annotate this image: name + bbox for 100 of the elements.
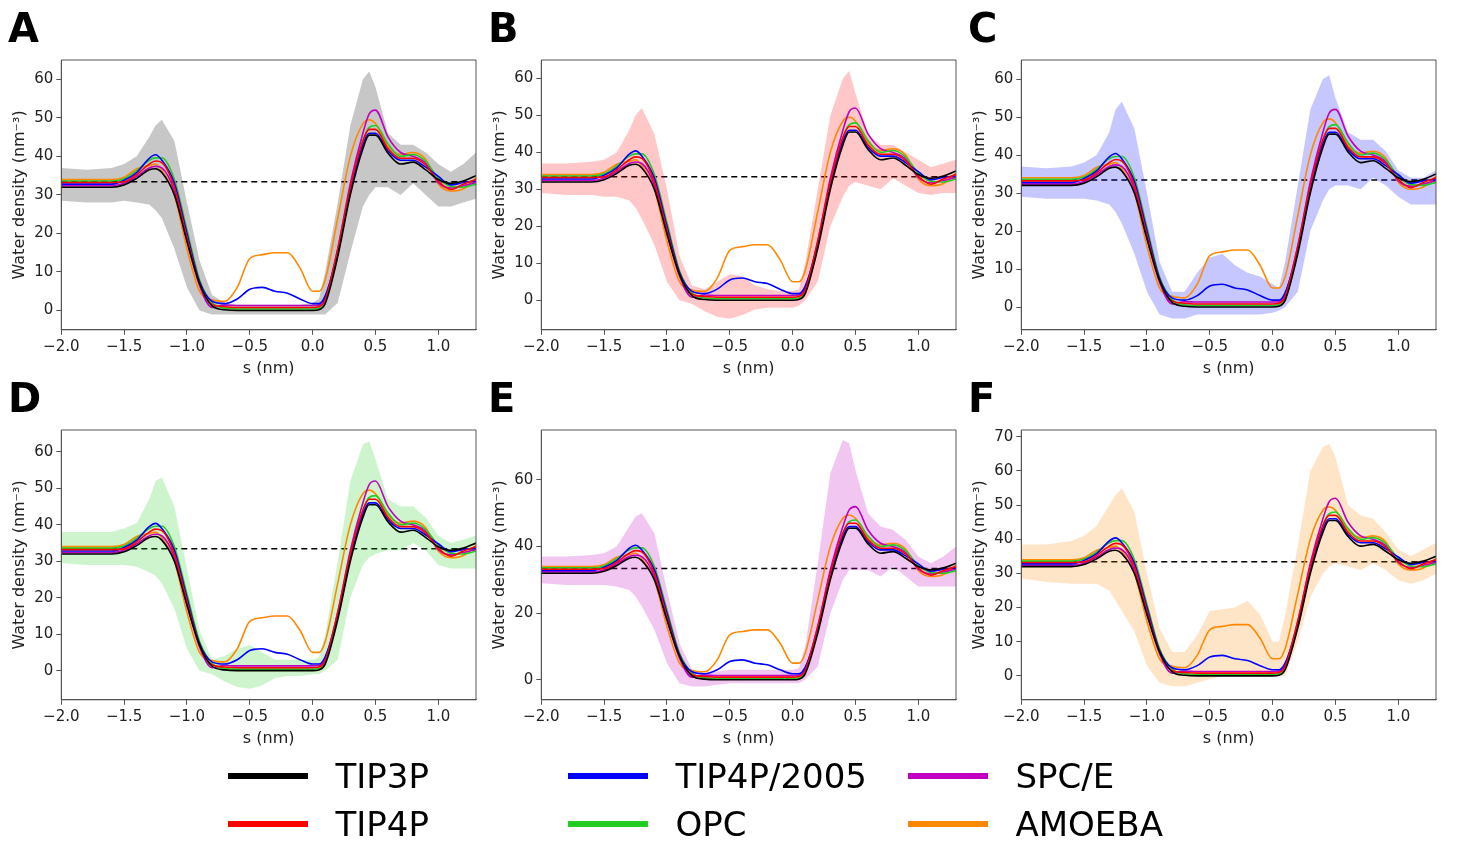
x-tick-label: 0.5 <box>363 336 388 355</box>
y-tick-label: 20 <box>514 216 534 235</box>
chart-title: E <box>488 375 516 422</box>
y-axis-title: Water density (nm⁻³) <box>968 480 988 650</box>
y-tick-label: 60 <box>514 68 534 87</box>
y-tick-label: 10 <box>34 624 54 643</box>
x-tick-label: −0.5 <box>711 706 749 725</box>
y-axis-title: Water density (nm⁻³) <box>488 480 508 650</box>
x-axis-title: s (nm) <box>722 727 775 747</box>
y-tick-label: 30 <box>34 551 54 570</box>
chart-title: A <box>8 5 39 52</box>
y-tick-label: 30 <box>994 182 1014 201</box>
legend-label: SPC/E <box>1015 756 1115 796</box>
y-tick-label: 30 <box>994 563 1014 582</box>
y-axis-title: Water density (nm⁻³) <box>8 480 28 650</box>
y-tick-label: 20 <box>994 597 1014 616</box>
x-tick-label: 0.0 <box>780 706 805 725</box>
y-tick-label: 0 <box>1003 296 1014 315</box>
x-tick-label: −1.5 <box>1065 706 1103 725</box>
x-tick-label: 0.5 <box>363 706 388 725</box>
x-tick-label: −2.0 <box>1003 336 1040 355</box>
x-tick-label: −2.0 <box>43 706 80 725</box>
x-axis-title: s (nm) <box>1202 357 1255 377</box>
x-tick-label: −1.5 <box>105 706 143 725</box>
x-tick-label: −1.0 <box>1128 336 1166 355</box>
y-tick-label: 10 <box>34 261 54 280</box>
y-axis-title: Water density (nm⁻³) <box>8 110 28 280</box>
y-tick-label: 20 <box>994 220 1014 239</box>
y-tick-label: 60 <box>514 469 534 488</box>
x-tick-label: −2.0 <box>523 706 560 725</box>
x-tick-label: 0.0 <box>300 336 325 355</box>
y-tick-label: 40 <box>514 536 534 555</box>
x-tick-label: 0.0 <box>780 336 805 355</box>
y-tick-label: 40 <box>994 529 1014 548</box>
x-tick-label: 1.0 <box>906 336 931 355</box>
x-tick-label: −1.5 <box>105 336 143 355</box>
x-tick-label: 0.0 <box>300 706 325 725</box>
x-tick-label: −0.5 <box>1191 336 1229 355</box>
y-tick-label: 40 <box>994 144 1014 163</box>
y-tick-label: 60 <box>994 460 1014 479</box>
y-tick-label: 50 <box>34 107 54 126</box>
x-tick-label: −1.0 <box>168 336 206 355</box>
x-tick-label: 1.0 <box>1386 336 1411 355</box>
y-tick-label: 40 <box>514 142 534 161</box>
y-tick-label: 0 <box>1003 665 1014 684</box>
x-tick-label: 0.5 <box>1323 706 1348 725</box>
y-tick-label: 20 <box>514 603 534 622</box>
y-tick-label: 60 <box>34 441 54 460</box>
x-tick-label: −0.5 <box>711 336 749 355</box>
y-tick-label: 50 <box>994 495 1014 514</box>
legend-label: TIP3P <box>335 756 429 796</box>
x-tick-label: −1.0 <box>648 336 686 355</box>
y-tick-label: 10 <box>514 253 534 272</box>
y-tick-label: 20 <box>34 223 54 242</box>
x-tick-label: −1.5 <box>585 706 623 725</box>
y-axis-title: Water density (nm⁻³) <box>488 110 508 280</box>
chart-title: F <box>968 375 996 422</box>
x-axis-title: s (nm) <box>242 357 295 377</box>
chart-title: B <box>488 5 519 52</box>
y-tick-label: 30 <box>514 179 534 198</box>
y-tick-label: 0 <box>43 660 54 679</box>
y-tick-label: 50 <box>514 105 534 124</box>
x-tick-label: 1.0 <box>426 706 451 725</box>
x-tick-label: −2.0 <box>1003 706 1040 725</box>
x-tick-label: −0.5 <box>231 336 269 355</box>
y-tick-label: 40 <box>34 146 54 165</box>
y-tick-label: 50 <box>994 106 1014 125</box>
y-tick-label: 40 <box>34 514 54 533</box>
chart-title: D <box>8 375 42 422</box>
x-axis-title: s (nm) <box>1202 727 1255 747</box>
x-tick-label: −0.5 <box>231 706 269 725</box>
x-tick-label: 1.0 <box>426 336 451 355</box>
y-tick-label: 10 <box>994 258 1014 277</box>
x-tick-label: 1.0 <box>906 706 931 725</box>
x-tick-label: 1.0 <box>1386 706 1411 725</box>
x-tick-label: −2.0 <box>43 336 80 355</box>
x-tick-label: −1.0 <box>648 706 686 725</box>
y-tick-label: 60 <box>994 68 1014 87</box>
x-tick-label: −1.5 <box>585 336 623 355</box>
x-tick-label: 0.5 <box>843 336 868 355</box>
x-axis-title: s (nm) <box>722 357 775 377</box>
legend-label: TIP4P <box>335 804 429 844</box>
x-tick-label: −1.0 <box>1128 706 1166 725</box>
x-tick-label: 0.0 <box>1260 336 1285 355</box>
y-tick-label: 30 <box>34 184 54 203</box>
x-tick-label: −2.0 <box>523 336 560 355</box>
y-tick-label: 0 <box>43 300 54 319</box>
legend-label: AMOEBA <box>1015 804 1163 844</box>
x-tick-label: −1.0 <box>168 706 206 725</box>
y-tick-label: 60 <box>34 69 54 88</box>
x-tick-label: 0.5 <box>1323 336 1348 355</box>
y-tick-label: 0 <box>523 290 534 309</box>
x-tick-label: 0.5 <box>843 706 868 725</box>
y-axis-title: Water density (nm⁻³) <box>968 110 988 280</box>
y-tick-label: 10 <box>994 631 1014 650</box>
y-tick-label: 50 <box>34 478 54 497</box>
chart-title: C <box>968 5 998 52</box>
legend-label: OPC <box>675 804 747 844</box>
x-tick-label: −1.5 <box>1065 336 1103 355</box>
y-tick-label: 70 <box>994 426 1014 445</box>
